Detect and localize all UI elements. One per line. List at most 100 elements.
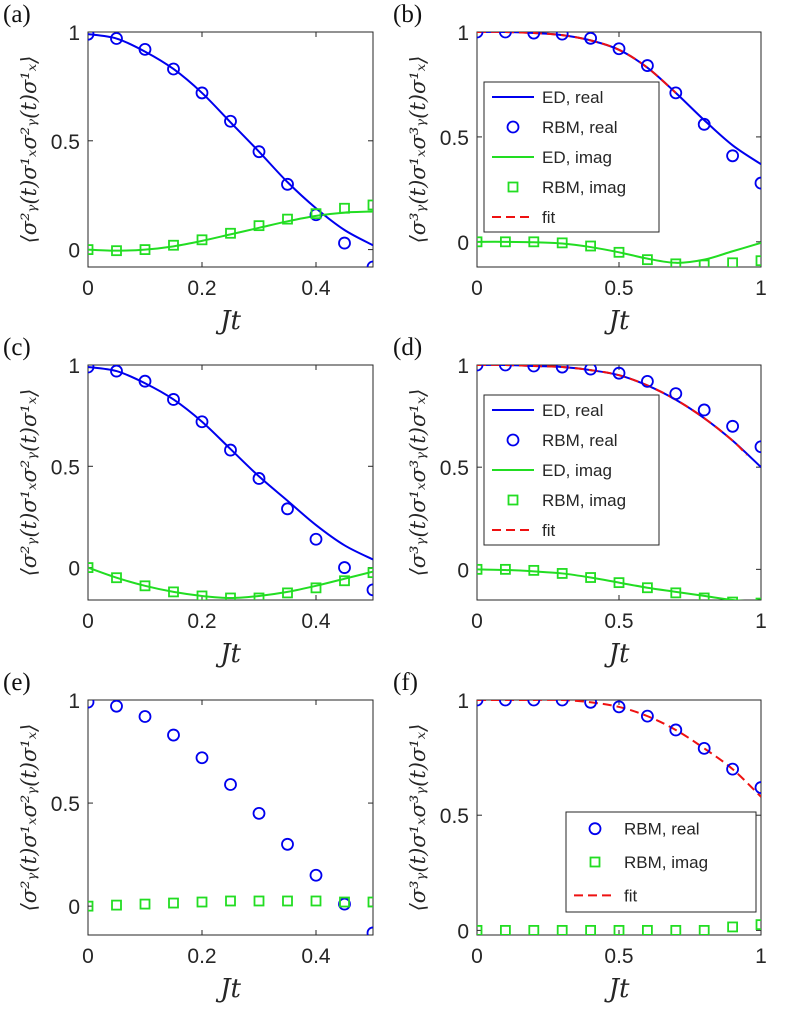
data-point-circle bbox=[338, 236, 351, 250]
x-tick-label: 1 bbox=[755, 945, 767, 968]
data-point-circle bbox=[110, 32, 123, 45]
y-tick-label: 1 bbox=[457, 690, 469, 713]
panel-label: (c) bbox=[3, 334, 31, 361]
data-point-circle bbox=[366, 926, 373, 935]
data-point-square bbox=[499, 924, 511, 935]
panel-d: 0 0.5 1 0 0.5 1 Jt ⟨σ³ᵧ(t)σ¹ₓσ³ᵧ(t)σ¹ₓ⟩ (d) ED, r… bbox=[393, 334, 767, 669]
data-point-square bbox=[755, 255, 761, 267]
data-point-circle bbox=[88, 32, 95, 41]
data-point-square bbox=[727, 257, 738, 267]
legend-marker-swatch bbox=[588, 822, 602, 836]
y-tick-label: 1 bbox=[68, 22, 80, 45]
data-point-square bbox=[613, 246, 625, 258]
legend-label: RBM, imag bbox=[542, 491, 626, 510]
y-tick-label: 0 bbox=[68, 558, 80, 581]
data-point-square bbox=[528, 924, 540, 935]
data-point-circle bbox=[252, 472, 266, 485]
data-point-circle bbox=[641, 374, 654, 388]
data-point-circle bbox=[252, 145, 266, 159]
x-tick-label: 0.2 bbox=[187, 277, 216, 300]
data-point-square bbox=[556, 568, 568, 579]
legend-label: RBM, imag bbox=[624, 853, 708, 872]
data-point-circle bbox=[138, 43, 152, 56]
axes-box bbox=[87, 699, 374, 936]
data-point-circle bbox=[195, 751, 209, 765]
legend-entry: fit bbox=[492, 521, 556, 540]
data-point-circle bbox=[555, 32, 569, 41]
y-tick-label: 1 bbox=[68, 355, 80, 378]
legend-label: ED, real bbox=[542, 88, 603, 107]
data-point-square bbox=[367, 896, 373, 908]
y-tick-label: 1 bbox=[68, 690, 80, 713]
data-point-square bbox=[670, 258, 682, 267]
legend-entry: RBM, imag bbox=[507, 491, 626, 510]
x-tick-label: 0.2 bbox=[187, 945, 216, 968]
data-point-circle bbox=[669, 723, 683, 737]
data-point-square bbox=[196, 590, 208, 600]
x-axis-label: Jt bbox=[215, 974, 241, 1004]
data-point-square bbox=[642, 254, 653, 266]
data-point-square bbox=[196, 234, 208, 246]
data-point-circle bbox=[309, 532, 323, 546]
fit-curve bbox=[477, 32, 677, 94]
x-tick-label: 0.5 bbox=[604, 277, 633, 300]
data-point-circle bbox=[669, 387, 683, 401]
y-tick-label: 0 bbox=[457, 232, 469, 255]
y-tick-label: 1 bbox=[457, 22, 469, 45]
data-point-square bbox=[168, 239, 179, 251]
legend-marker-swatch bbox=[506, 433, 520, 447]
plot-area bbox=[88, 32, 373, 267]
data-point-circle bbox=[252, 806, 266, 820]
data-point-square bbox=[282, 213, 293, 225]
legend-entry: RBM, imag bbox=[507, 178, 626, 197]
x-tick-label: 0 bbox=[471, 610, 483, 633]
data-point-square bbox=[339, 202, 350, 214]
data-point-square bbox=[642, 924, 653, 935]
data-point-square bbox=[253, 895, 265, 907]
data-point-circle bbox=[612, 366, 626, 380]
legend-entry: ED, real bbox=[492, 401, 603, 420]
x-tick-label: 0 bbox=[471, 277, 483, 300]
data-point-circle bbox=[697, 741, 711, 755]
data-point-square bbox=[499, 563, 511, 575]
legend-entry: RBM, imag bbox=[589, 853, 708, 872]
data-point-circle bbox=[338, 561, 351, 574]
x-axis-label: Jt bbox=[604, 639, 630, 669]
panel-label: (b) bbox=[393, 1, 422, 28]
series-line-imag bbox=[88, 210, 373, 252]
x-tick-label: 0 bbox=[82, 610, 94, 633]
x-tick-label: 0.5 bbox=[604, 945, 633, 968]
data-point-circle bbox=[669, 86, 683, 100]
legend-marker-swatch bbox=[506, 120, 520, 134]
data-point-circle bbox=[195, 86, 209, 100]
data-point-circle bbox=[195, 415, 209, 429]
panel-label: (e) bbox=[3, 669, 31, 696]
legend-marker-swatch bbox=[589, 856, 601, 868]
data-point-square bbox=[755, 919, 761, 931]
data-point-square bbox=[477, 236, 483, 248]
legend-entry: ED, imag bbox=[492, 148, 612, 167]
series-line-imag bbox=[477, 240, 761, 264]
data-point-square bbox=[698, 592, 710, 600]
fit-curve bbox=[477, 700, 761, 798]
data-point-square bbox=[253, 220, 265, 232]
data-point-circle bbox=[224, 114, 237, 128]
data-point-square bbox=[111, 899, 122, 911]
legend-label: ED, real bbox=[542, 401, 603, 420]
data-point-circle bbox=[555, 365, 569, 374]
x-axis-label: Jt bbox=[604, 306, 630, 336]
data-point-square bbox=[225, 592, 236, 600]
x-axis-label: Jt bbox=[604, 974, 630, 1004]
y-tick-label: 0.5 bbox=[440, 805, 469, 828]
legend-entry: RBM, real bbox=[588, 820, 700, 839]
legend-label: fit bbox=[624, 886, 638, 905]
y-axis-label: ⟨σ³ᵧ(t)σ¹ₓσ³ᵧ(t)σ¹ₓ⟩ bbox=[406, 389, 430, 577]
data-point-square bbox=[225, 895, 236, 907]
data-point-square bbox=[670, 924, 682, 935]
legend-label: ED, imag bbox=[542, 148, 612, 167]
legend-entry: ED, imag bbox=[492, 461, 612, 480]
data-point-square bbox=[477, 924, 483, 935]
data-point-square bbox=[727, 921, 738, 933]
data-point-circle bbox=[281, 502, 294, 516]
legend-label: fit bbox=[542, 521, 556, 540]
